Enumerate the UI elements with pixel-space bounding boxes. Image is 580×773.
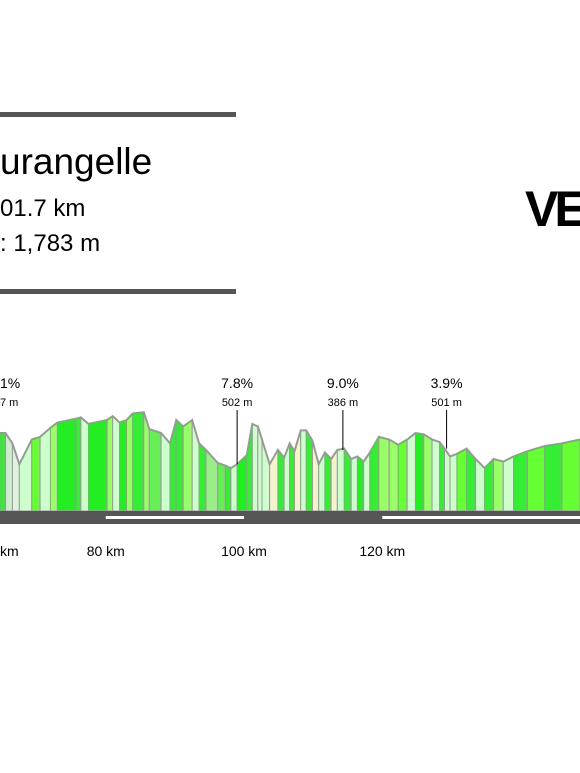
stage-elevation-gain: : 1,783 m bbox=[0, 230, 101, 257]
climb-height-label: 386 m bbox=[328, 397, 359, 409]
profile-segment bbox=[230, 463, 238, 512]
climb-height-label: 502 m bbox=[222, 397, 253, 409]
profile-segment bbox=[182, 419, 193, 512]
stage-distance: 01.7 km bbox=[0, 195, 86, 222]
profile-segment bbox=[493, 458, 504, 512]
profile-segment bbox=[356, 455, 365, 512]
profile-segment bbox=[513, 450, 528, 512]
profile-segment bbox=[439, 440, 446, 512]
profile-segment bbox=[49, 421, 58, 512]
profile-segment bbox=[132, 411, 145, 512]
profile-segment bbox=[414, 432, 425, 512]
profile-segment bbox=[324, 451, 332, 512]
profile-segment bbox=[5, 431, 13, 512]
profile-segment bbox=[126, 412, 134, 512]
profile-segment bbox=[300, 429, 307, 512]
profile-segment bbox=[526, 445, 546, 512]
profile-segment bbox=[305, 428, 313, 512]
profile-segment bbox=[269, 448, 279, 512]
climb-markers: 1% 7 m 7.8% 502 m 9.0% 386 m 3.9% 501 m bbox=[0, 375, 463, 465]
profile-segment bbox=[289, 441, 295, 512]
header-bottom-rule bbox=[0, 289, 236, 294]
profile-segment bbox=[456, 447, 468, 512]
profile-segment bbox=[198, 442, 207, 512]
climb-height-label: 501 m bbox=[431, 397, 462, 409]
profile-segment bbox=[217, 462, 226, 512]
profile-segment bbox=[336, 447, 345, 512]
profile-segment bbox=[224, 464, 232, 512]
distance-tick-labels: km 80 km 100 km 120 km bbox=[0, 543, 405, 559]
header-top-rule bbox=[0, 112, 236, 117]
climb-height-label: 7 m bbox=[0, 397, 18, 409]
profile-segments bbox=[0, 411, 580, 512]
profile-segment bbox=[431, 438, 441, 512]
profile-segment bbox=[397, 438, 408, 512]
profile-segment bbox=[119, 419, 128, 512]
profile-segment bbox=[444, 447, 451, 512]
profile-segment bbox=[502, 455, 515, 512]
profile-segment bbox=[544, 442, 563, 512]
profile-outline bbox=[0, 411, 580, 470]
profile-segment bbox=[561, 438, 580, 512]
profile-segment bbox=[369, 435, 380, 512]
distance-tick-label: 100 km bbox=[221, 543, 267, 559]
profile-segment bbox=[87, 419, 108, 512]
profile-segment bbox=[106, 415, 114, 512]
scale-bar-background bbox=[0, 511, 580, 524]
stage-title: urangelle bbox=[0, 141, 153, 182]
profile-segment bbox=[388, 438, 399, 512]
brand-logo: VE bbox=[525, 181, 580, 237]
profile-segment bbox=[406, 431, 416, 512]
profile-segment bbox=[251, 423, 259, 512]
profile-segment bbox=[205, 448, 219, 512]
profile-segment bbox=[175, 418, 184, 512]
distance-tick-label: 120 km bbox=[359, 543, 405, 559]
distance-scale-bar bbox=[0, 511, 580, 524]
profile-segment bbox=[56, 418, 77, 512]
profile-segment bbox=[148, 428, 162, 512]
distance-tick-label: km bbox=[0, 543, 19, 559]
climb-gradient-label: 9.0% bbox=[327, 375, 359, 391]
profile-segment bbox=[39, 426, 51, 512]
profile-segment bbox=[80, 416, 89, 512]
profile-segment bbox=[160, 431, 171, 512]
profile-segment bbox=[31, 436, 41, 512]
profile-segment bbox=[0, 432, 7, 512]
profile-segment bbox=[112, 414, 121, 512]
profile-segment bbox=[75, 416, 82, 512]
scale-bar-light-segment bbox=[105, 516, 245, 519]
scale-bar-light-segment bbox=[382, 516, 580, 519]
profile-segment bbox=[449, 453, 458, 512]
profile-segment bbox=[277, 448, 285, 512]
profile-segment bbox=[378, 436, 390, 512]
climb-gradient-label: 7.8% bbox=[221, 375, 253, 391]
climb-gradient-label: 1% bbox=[0, 375, 20, 391]
profile-segment bbox=[350, 455, 358, 512]
climb-gradient-label: 3.9% bbox=[431, 375, 463, 391]
distance-tick-label: 80 km bbox=[87, 543, 125, 559]
profile-segment bbox=[423, 433, 433, 512]
